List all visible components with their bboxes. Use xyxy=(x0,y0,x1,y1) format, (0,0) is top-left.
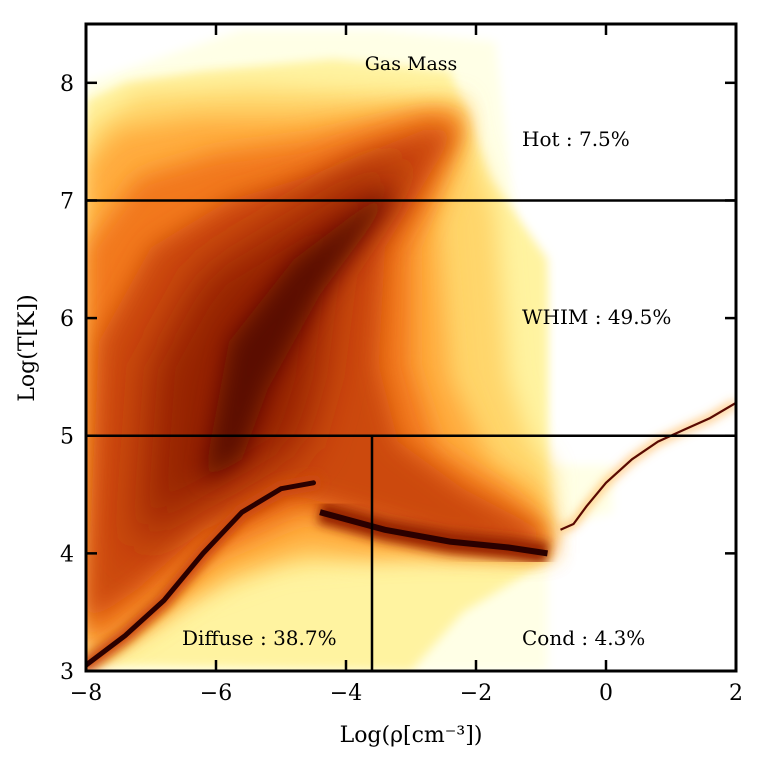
x-tick-label: −6 xyxy=(200,681,232,706)
y-tick-label: 4 xyxy=(60,542,74,567)
chart-title: Gas Mass xyxy=(365,53,458,75)
density-heatmap xyxy=(86,29,736,671)
region-label-whim: WHIM : 49.5% xyxy=(522,305,671,329)
x-tick-label: 2 xyxy=(729,681,743,706)
eos-line xyxy=(560,401,736,531)
region-label-cond: Cond : 4.3% xyxy=(522,626,645,650)
y-tick-label: 8 xyxy=(60,72,74,97)
y-tick-label: 6 xyxy=(60,307,74,332)
region-label-hot: Hot : 7.5% xyxy=(522,127,630,151)
density-layer-core xyxy=(203,188,398,483)
y-tick-label: 7 xyxy=(60,189,74,214)
x-tick-label: 0 xyxy=(599,681,613,706)
x-axis-label: Log(ρ[cm⁻³]) xyxy=(340,723,483,748)
ridge-core xyxy=(86,480,316,668)
x-tick-label: −2 xyxy=(460,681,492,706)
axis-ticks: −8 −6 −4 −2 0 2 3 4 5 6 7 8 xyxy=(60,24,743,706)
y-tick-label: 3 xyxy=(60,660,74,685)
phase-boundaries xyxy=(86,199,736,671)
y-axis-label: Log(T[K]) xyxy=(15,294,40,401)
region-label-diffuse: Diffuse : 38.7% xyxy=(182,626,337,650)
x-tick-label: −4 xyxy=(330,681,362,706)
y-tick-label: 5 xyxy=(60,425,74,450)
shelf-core xyxy=(319,509,548,557)
x-tick-label: −8 xyxy=(70,681,102,706)
plot-frame xyxy=(84,22,738,673)
